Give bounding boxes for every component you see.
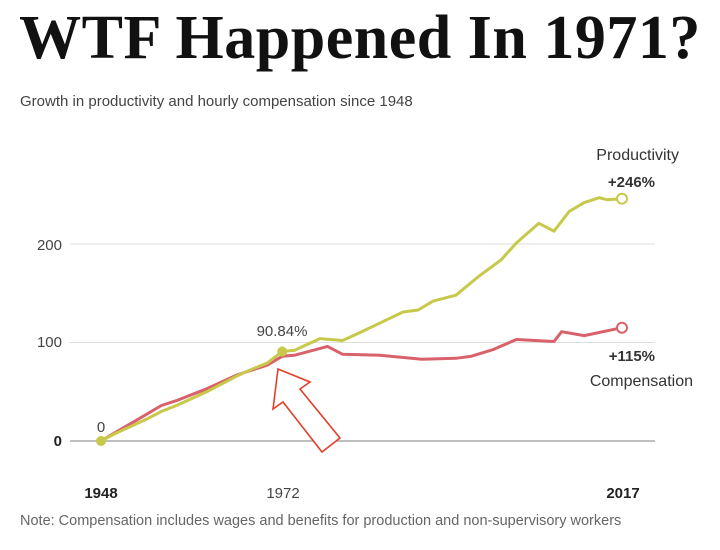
- y-tick-0: 0: [54, 433, 62, 450]
- compensation-end-value: +115%: [609, 348, 655, 365]
- productivity-end-point: [616, 192, 628, 205]
- productivity-end-value: +246%: [608, 174, 655, 191]
- x-tick-1972: 1972: [266, 485, 299, 502]
- y-tick-200: 200: [37, 237, 62, 254]
- productivity-line: [100, 196, 623, 443]
- page-title: WTF Happened In 1971?: [19, 4, 701, 72]
- annotation-1972: 90.84%: [257, 323, 308, 340]
- x-tick-1948: 1948: [84, 485, 117, 502]
- compensation-end-point: [616, 321, 628, 334]
- x-tick-2017: 2017: [606, 485, 639, 502]
- red-arrow-annotation: [271, 367, 342, 454]
- chart-note: Note: Compensation includes wages and be…: [20, 513, 622, 529]
- line-chart: 0 90.84% Productivity +246% +115% Compen…: [37, 147, 693, 502]
- chart-subtitle: Growth in productivity and hourly compen…: [20, 93, 413, 110]
- annotation-point-1: [277, 346, 288, 357]
- productivity-label: Productivity: [596, 147, 679, 164]
- y-tick-100: 100: [37, 334, 62, 351]
- compensation-label: Compensation: [590, 373, 693, 390]
- compensation-line: [100, 326, 623, 443]
- annotation-zero: 0: [97, 419, 105, 436]
- annotation-point-0: [96, 436, 106, 446]
